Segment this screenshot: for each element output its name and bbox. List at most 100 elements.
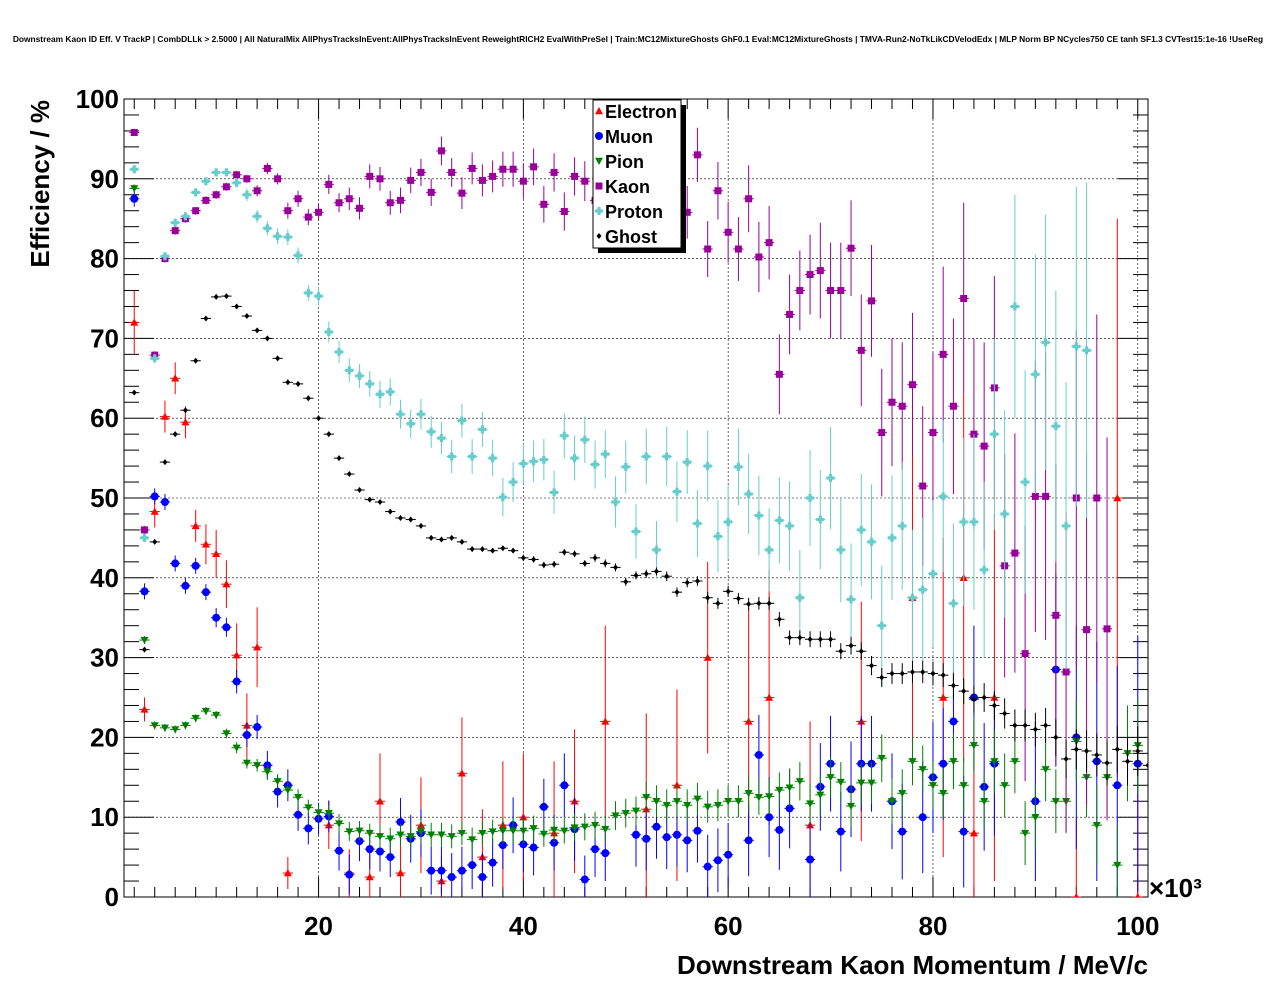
ghost-point: [531, 556, 537, 563]
ghost-point: [193, 357, 199, 364]
x-tick-label: 60: [714, 911, 743, 941]
electron-point: [130, 318, 139, 326]
ghost-point: [592, 554, 598, 561]
proton-point: [683, 458, 692, 467]
pion-point: [437, 831, 446, 839]
pion-point: [1051, 798, 1060, 806]
y-tick-label: 90: [90, 164, 119, 194]
ghost-point: [397, 514, 403, 521]
ghost-point: [889, 670, 895, 677]
proton-point: [498, 493, 507, 502]
kaon-point: [192, 207, 200, 215]
pion-point: [816, 791, 825, 799]
muon-point: [662, 833, 671, 842]
ghost-point: [613, 564, 619, 571]
ghost-point: [602, 560, 608, 567]
kaon-point: [171, 227, 179, 235]
ghost-point: [244, 313, 250, 320]
x-tick-label: 80: [918, 911, 947, 941]
ghost-point: [920, 668, 926, 675]
proton-point: [580, 435, 589, 444]
legend-marker-muon: [595, 132, 603, 140]
pion-point: [1000, 782, 1009, 790]
ghost-point: [1012, 722, 1018, 729]
ghost-point: [541, 562, 547, 569]
kaon-point: [888, 398, 896, 406]
proton-point: [406, 419, 415, 428]
pion-point: [744, 790, 753, 798]
series-proton: [129, 165, 1092, 686]
pion-point: [488, 828, 497, 836]
proton-point: [734, 462, 743, 471]
ghost-point: [234, 303, 240, 310]
proton-point: [601, 450, 610, 459]
ghost-point: [817, 636, 823, 643]
kaon-point: [437, 147, 445, 155]
ghost-point: [899, 670, 905, 677]
kaon-point: [847, 244, 855, 252]
y-tick-label: 80: [90, 244, 119, 274]
ghost-point: [264, 335, 270, 342]
kaon-point: [980, 442, 988, 450]
proton-point: [949, 599, 958, 608]
kaon-point: [775, 370, 783, 378]
pion-point: [939, 790, 948, 798]
proton-point: [898, 521, 907, 530]
electron-point: [765, 693, 774, 701]
ghost-point: [182, 407, 188, 414]
muon-point: [744, 836, 753, 845]
proton-point: [550, 488, 559, 497]
kaon-point: [960, 295, 968, 302]
ghost-point: [879, 674, 885, 681]
kaon-point: [704, 245, 712, 253]
kaon-point: [468, 164, 476, 172]
pion-point: [386, 835, 395, 843]
muon-point: [488, 858, 497, 867]
pion-point: [242, 759, 251, 767]
series-ghost: [129, 293, 1148, 791]
ghost-point: [254, 327, 260, 334]
chart-title: Downstream Kaon ID Eff. V TrackP | CombD…: [13, 34, 1263, 44]
ghost-point: [316, 415, 322, 422]
electron-point: [396, 869, 405, 877]
kaon-point: [304, 213, 312, 221]
kaon-point: [263, 164, 271, 172]
pion-point: [406, 833, 415, 841]
kaon-point: [274, 175, 282, 183]
ghost-point: [1145, 762, 1148, 769]
kaon-point: [284, 207, 292, 215]
muon-point: [130, 194, 139, 203]
kaon-point: [581, 177, 589, 185]
y-tick-label: 30: [90, 643, 119, 673]
muon-point: [672, 830, 681, 839]
ghost-point: [377, 498, 383, 505]
ghost-point: [1125, 758, 1131, 765]
electron-point: [160, 412, 169, 420]
ghost-point: [152, 538, 158, 545]
ghost-point: [438, 536, 444, 543]
ghost-point: [203, 315, 209, 322]
y-tick-label: 10: [90, 802, 119, 832]
kaon-point: [1083, 626, 1091, 634]
ghost-point: [1084, 747, 1090, 754]
muon-point: [427, 866, 436, 875]
muon-point: [447, 873, 456, 882]
kaon-point: [714, 187, 722, 195]
pion-point: [191, 715, 200, 723]
proton-point: [376, 390, 384, 399]
pion-point: [928, 782, 937, 790]
pion-point: [632, 807, 640, 815]
y-tick-label: 0: [105, 882, 119, 912]
muon-point: [191, 561, 200, 570]
proton-point: [969, 517, 978, 526]
ghost-point: [756, 600, 762, 607]
ghost-point: [500, 545, 506, 552]
kaon-point: [571, 172, 579, 180]
proton-point: [488, 454, 497, 463]
proton-point: [171, 218, 180, 227]
muon-point: [140, 587, 149, 596]
proton-point: [294, 251, 303, 260]
pion-point: [253, 762, 262, 770]
ghost-point: [971, 696, 977, 703]
ghost-point: [408, 516, 414, 523]
